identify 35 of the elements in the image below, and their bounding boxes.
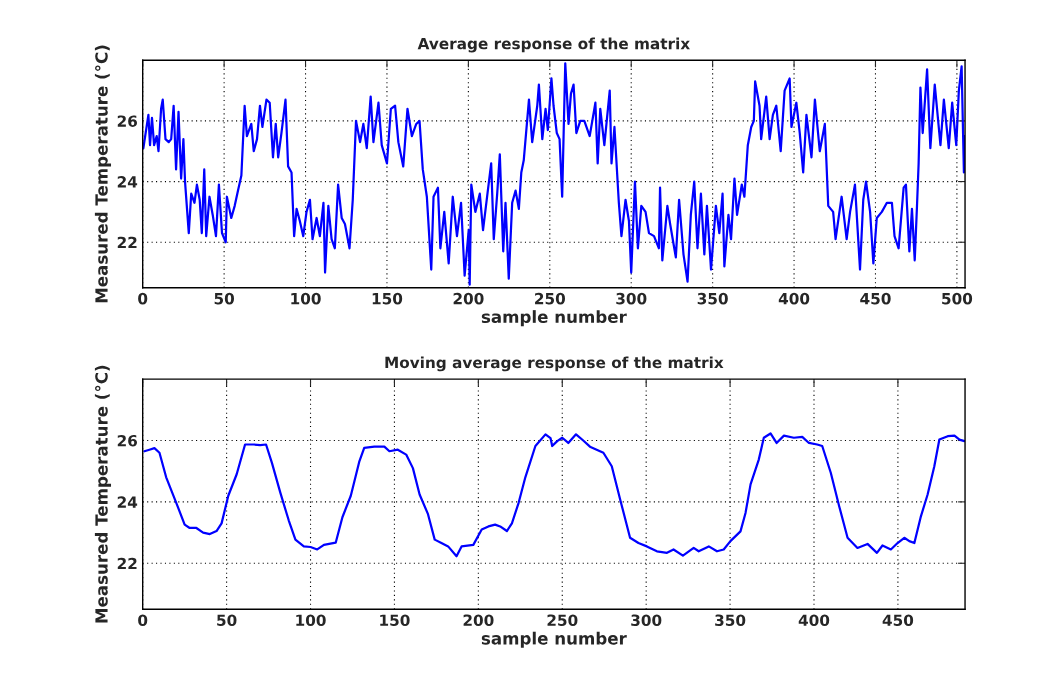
chart-title: Average response of the matrix xyxy=(417,37,690,53)
y-tick-label: 22 xyxy=(117,236,137,249)
line-series xyxy=(142,62,966,286)
x-tick-label: 500 xyxy=(942,292,973,305)
x-tick-label: 150 xyxy=(380,614,410,626)
y-tick-label: 22 xyxy=(117,557,137,570)
y-tick-label: 24 xyxy=(117,496,138,508)
x-tick-label: 200 xyxy=(453,292,484,305)
y-tick-label: 26 xyxy=(117,434,138,447)
y-tick-label: 26 xyxy=(117,115,138,127)
x-tick-label: 250 xyxy=(535,292,566,305)
y-axis-title: Measured Temperature (°C) xyxy=(94,365,112,623)
x-tick-label: 0 xyxy=(138,614,148,626)
y-axis-title: Measured Temperature (°C) xyxy=(94,45,112,303)
x-tick-label: 350 xyxy=(697,292,728,305)
x-tick-label: 350 xyxy=(715,614,746,626)
x-tick-label: 150 xyxy=(372,292,403,305)
x-tick-label: 250 xyxy=(547,614,578,626)
x-tick-label: 450 xyxy=(860,292,891,305)
x-axis-title: sample number xyxy=(481,631,627,648)
x-tick-label: 50 xyxy=(217,614,237,626)
x-tick-label: 300 xyxy=(616,292,647,305)
x-tick-label: 400 xyxy=(798,614,830,626)
x-tick-label: 0 xyxy=(138,292,148,305)
x-tick-label: 100 xyxy=(291,292,321,305)
x-tick-label: 400 xyxy=(778,292,810,305)
x-tick-label: 100 xyxy=(296,614,326,626)
line-series xyxy=(143,432,966,558)
chart-title: Moving average response of the matrix xyxy=(385,356,724,372)
y-tick-label: 24 xyxy=(117,176,138,188)
x-tick-label: 300 xyxy=(631,614,662,626)
x-tick-label: 200 xyxy=(463,614,494,626)
x-tick-label: 450 xyxy=(882,614,914,626)
x-axis-title: sample number xyxy=(481,310,627,327)
x-tick-label: 50 xyxy=(214,292,235,305)
